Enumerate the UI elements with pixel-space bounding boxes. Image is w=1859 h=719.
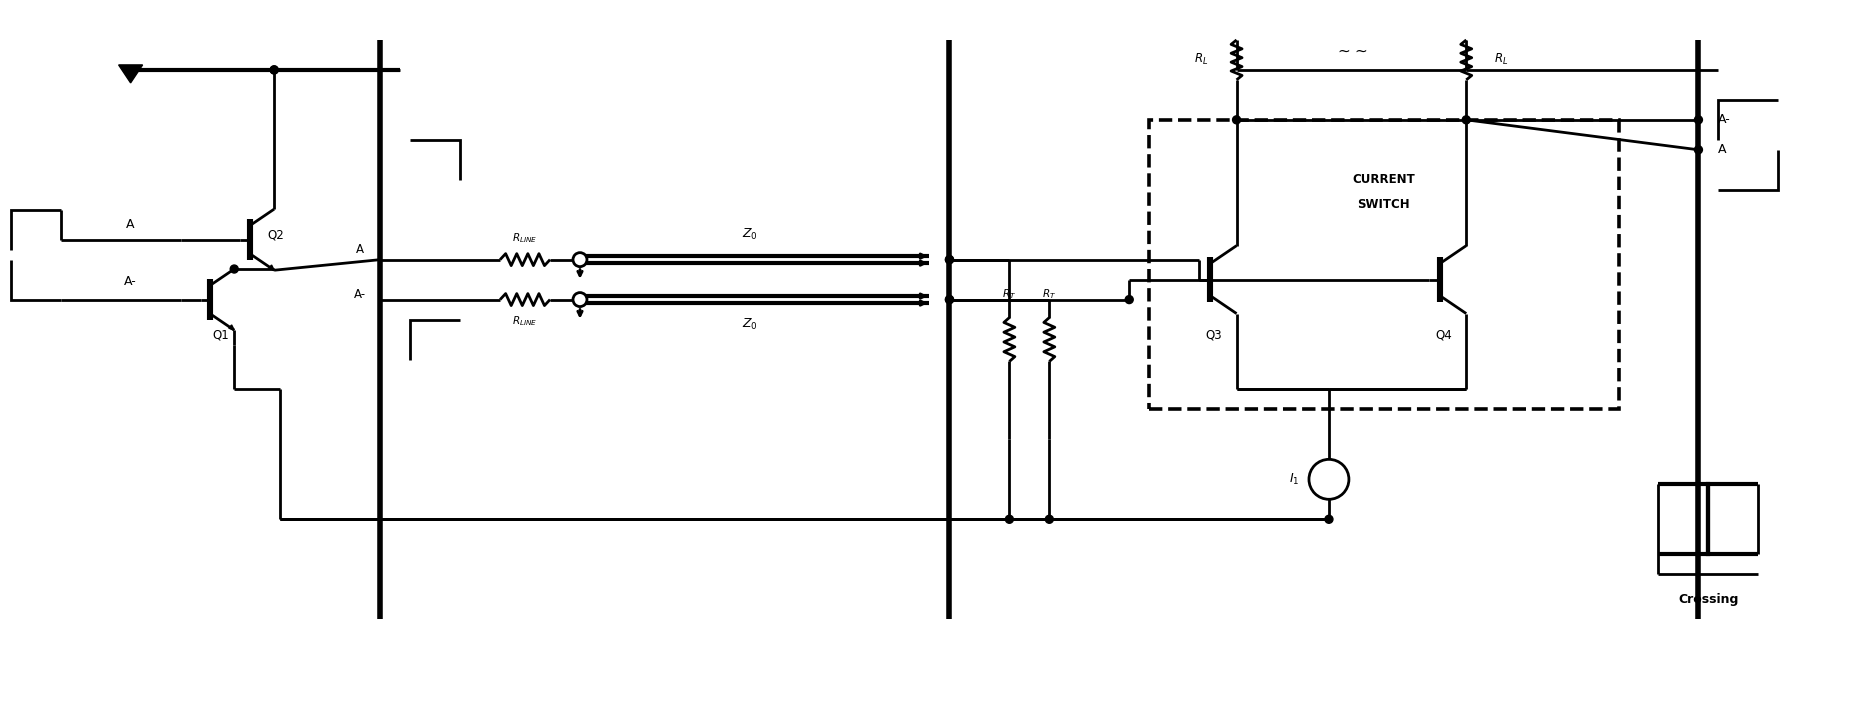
Text: A-: A- xyxy=(125,275,138,288)
Circle shape xyxy=(270,66,279,74)
Polygon shape xyxy=(1459,308,1467,313)
Circle shape xyxy=(573,293,587,306)
Circle shape xyxy=(1233,116,1240,124)
Text: $R_L$: $R_L$ xyxy=(1195,52,1208,68)
Circle shape xyxy=(946,296,954,303)
Circle shape xyxy=(573,252,587,267)
Text: $\sim\!\sim$: $\sim\!\sim$ xyxy=(1335,42,1368,58)
Text: A-: A- xyxy=(355,288,366,301)
Text: A: A xyxy=(357,243,364,256)
Circle shape xyxy=(1125,296,1134,303)
Circle shape xyxy=(1309,459,1350,499)
Circle shape xyxy=(946,296,954,303)
Polygon shape xyxy=(1231,308,1236,313)
Text: Q4: Q4 xyxy=(1435,328,1452,341)
Text: $R_{LINE}$: $R_{LINE}$ xyxy=(513,315,537,329)
Text: A-: A- xyxy=(1718,114,1731,127)
Text: $R_{LINE}$: $R_{LINE}$ xyxy=(513,231,537,244)
Circle shape xyxy=(231,265,238,273)
Circle shape xyxy=(1694,146,1703,154)
Text: Q3: Q3 xyxy=(1206,328,1223,341)
Text: $Z_0$: $Z_0$ xyxy=(742,317,758,332)
Text: SWITCH: SWITCH xyxy=(1357,198,1411,211)
Text: A: A xyxy=(126,218,136,232)
Circle shape xyxy=(1694,116,1703,124)
Circle shape xyxy=(270,66,279,74)
Circle shape xyxy=(1006,516,1013,523)
Polygon shape xyxy=(229,325,234,330)
Circle shape xyxy=(946,256,954,264)
Circle shape xyxy=(1325,516,1333,523)
Text: $R_T$: $R_T$ xyxy=(1002,288,1017,301)
Bar xyxy=(1149,120,1619,409)
Text: $I_1$: $I_1$ xyxy=(1288,472,1299,487)
Circle shape xyxy=(946,256,954,264)
Circle shape xyxy=(1045,516,1054,523)
Text: $R_T$: $R_T$ xyxy=(1043,288,1056,301)
Text: A: A xyxy=(1718,143,1727,156)
Text: Q1: Q1 xyxy=(212,328,229,341)
Polygon shape xyxy=(270,265,273,270)
Circle shape xyxy=(1463,116,1470,124)
Text: CURRENT: CURRENT xyxy=(1353,173,1415,186)
Text: Crossing: Crossing xyxy=(1679,592,1738,605)
Text: $Z_0$: $Z_0$ xyxy=(742,227,758,242)
Text: $R_L$: $R_L$ xyxy=(1495,52,1508,68)
Polygon shape xyxy=(119,65,143,83)
Text: Q2: Q2 xyxy=(268,228,284,241)
